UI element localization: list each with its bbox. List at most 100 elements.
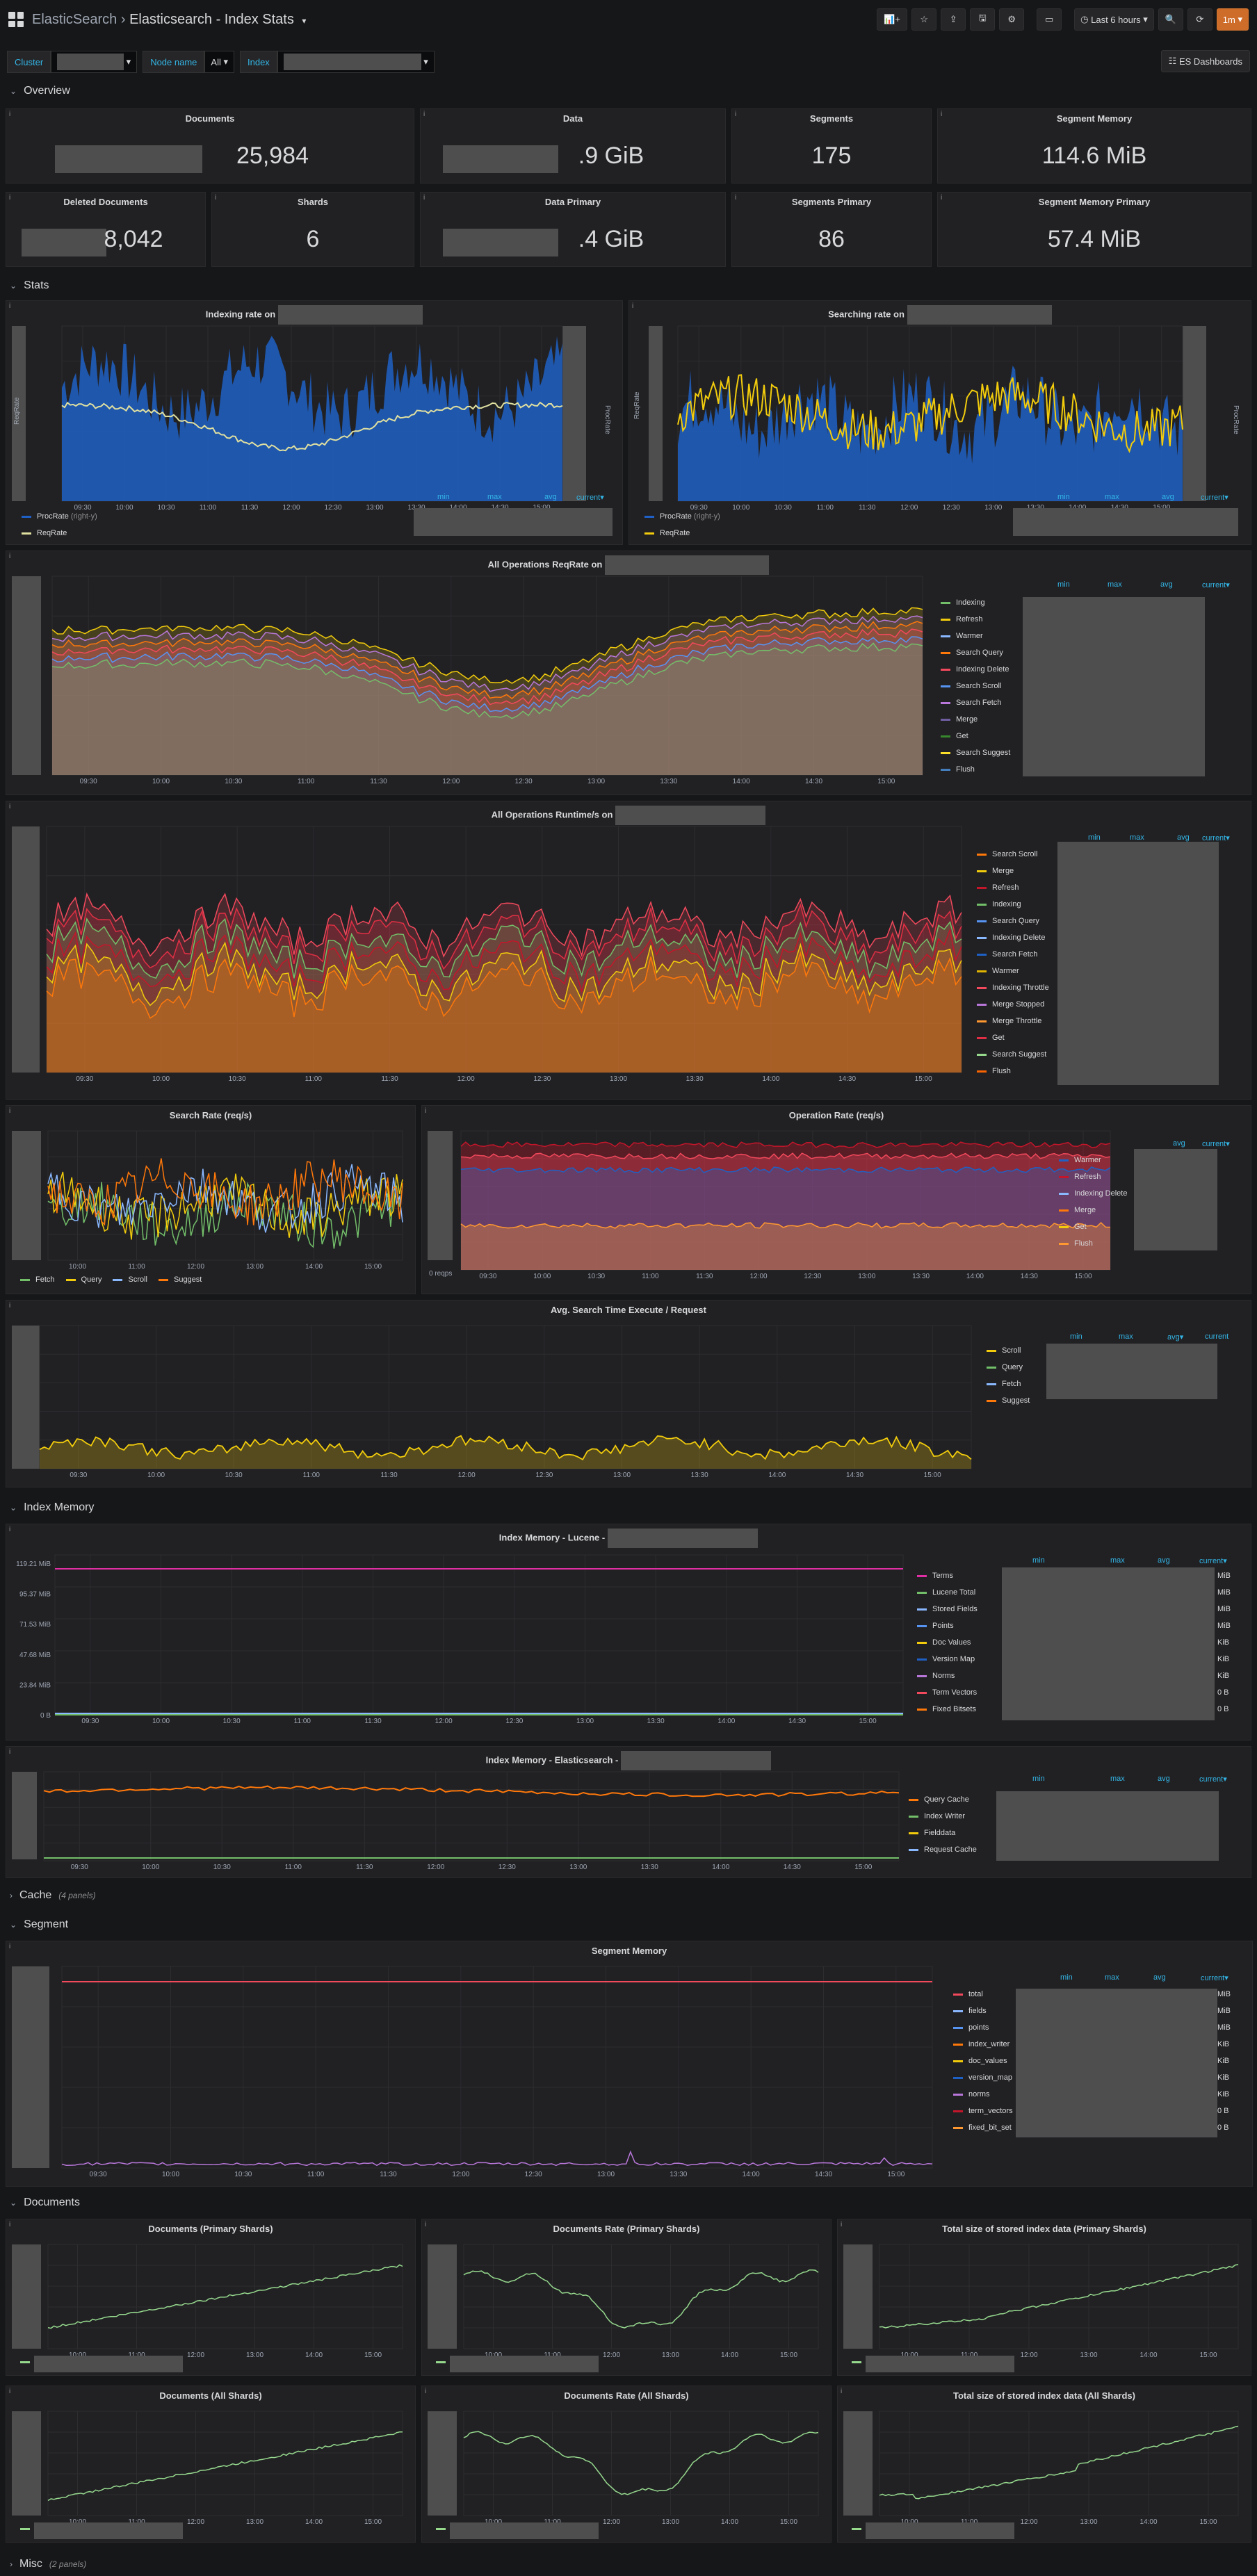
legend-item[interactable]: Query [987, 1359, 1030, 1376]
chart-all-operations-reqrate[interactable]: 09:30 10:00 10:30 11:00 11:30 12:00 12:30 13:00… [6, 551, 1252, 796]
tv-mode-icon[interactable]: ▭ [1037, 8, 1062, 31]
legend-col-max[interactable]: max [1110, 1556, 1125, 1565]
legend-col-avg[interactable]: avg [1173, 1139, 1185, 1148]
chart-searching-rate[interactable]: ReqRate ProcRate 09:30 10:00 10:30 11:00 11:… [629, 301, 1252, 546]
legend-col-max[interactable]: max [487, 493, 502, 501]
legend-item[interactable]: Merge Stopped [977, 996, 1049, 1013]
legend-col-min[interactable]: min [1032, 1556, 1045, 1565]
refresh-interval-picker[interactable]: 1m ▾ [1216, 8, 1249, 31]
legend-item[interactable]: Search Suggest [977, 1046, 1049, 1063]
legend-col-current[interactable]: current▾ [1201, 494, 1228, 502]
legend-item[interactable]: Flush [977, 1063, 1049, 1079]
legend-item[interactable]: Warmer [977, 963, 1049, 979]
legend-item[interactable]: Warmer [1059, 1152, 1127, 1168]
legend-item[interactable]: Lucene Total [917, 1584, 978, 1601]
legend-item[interactable]: Terms [917, 1567, 978, 1584]
legend-col-avg[interactable]: avg [1158, 1556, 1170, 1565]
share-icon[interactable]: ⇪ [941, 8, 966, 31]
legend-col-min[interactable]: min [1088, 833, 1101, 842]
legend-item[interactable]: Version Map [917, 1651, 978, 1668]
info-icon[interactable]: i [941, 111, 943, 118]
legend-item[interactable]: Points [917, 1617, 978, 1634]
legend-item[interactable]: ProcRate (right-y) [644, 508, 720, 525]
legend-col-min[interactable]: min [1070, 1332, 1082, 1341]
grafana-menu-icon[interactable] [8, 12, 24, 27]
legend-col-avg[interactable]: avg [1162, 493, 1174, 501]
legend-item[interactable]: Refresh [977, 879, 1049, 896]
legend-col-current[interactable]: current▾ [1199, 1775, 1227, 1784]
legend-item[interactable]: Get [1059, 1218, 1127, 1235]
legend-item[interactable]: points [953, 2019, 1013, 2036]
legend-item[interactable]: Merge Throttle [977, 1013, 1049, 1029]
info-icon[interactable]: i [9, 1302, 11, 1310]
legend-col-min[interactable]: min [1032, 1775, 1045, 1783]
legend-col-max[interactable]: max [1130, 833, 1144, 842]
legend-item[interactable]: Suggest [987, 1392, 1030, 1409]
chart-graph-size-primary[interactable]: 10:00 11:00 12:00 13:00 14:00 15:00 [838, 2219, 1252, 2377]
legend-item[interactable]: Fetch [987, 1376, 1030, 1392]
legend-col-current[interactable]: current▾ [1199, 1557, 1227, 1565]
legend-col-max[interactable]: max [1108, 580, 1122, 589]
legend-col-avg[interactable]: avg [1177, 833, 1190, 842]
row-cache[interactable]: › Cache (4 panels) [6, 1885, 1251, 1906]
info-icon[interactable]: i [9, 302, 11, 310]
chart-all-operations-runtime[interactable]: 09:30 10:00 10:30 11:00 11:30 12:00 12:30 13:00… [6, 801, 1252, 1100]
legend-item[interactable]: Query Cache [909, 1791, 977, 1808]
legend-item[interactable]: doc_values [953, 2053, 1013, 2069]
row-overview[interactable]: ⌄ Overview [6, 81, 1251, 101]
chart-index-memory-elasticsearch[interactable]: 09:30 10:00 10:30 11:00 11:30 12:00 12:30 13:00… [6, 1747, 1252, 1879]
info-icon[interactable]: i [425, 2388, 427, 2395]
info-icon[interactable]: i [9, 1526, 11, 1533]
legend-col-current[interactable]: current [1205, 1332, 1229, 1341]
info-icon[interactable]: i [9, 2221, 11, 2228]
info-icon[interactable]: i [9, 111, 11, 118]
legend-item[interactable]: ReqRate [644, 525, 720, 541]
chart-index-memory-lucene[interactable]: 119.21 MiB 95.37 MiB 71.53 MiB 47.68 MiB 23.… [6, 1524, 1252, 1741]
legend-item[interactable]: Norms [917, 1668, 978, 1684]
legend-col-current[interactable]: current▾ [576, 494, 604, 502]
legend-item[interactable]: Get [941, 728, 1010, 744]
legend-col-avg[interactable]: avg [1153, 1973, 1166, 1982]
legend-col-avg[interactable]: avg [1158, 1775, 1170, 1783]
legend-item[interactable]: Refresh [1059, 1168, 1127, 1185]
info-icon[interactable]: i [215, 194, 217, 202]
legend-item[interactable]: Indexing [941, 594, 1010, 611]
row-misc[interactable]: › Misc (2 panels) [6, 2554, 1251, 2575]
dashboard-title[interactable]: Elasticsearch - Index Stats [129, 11, 294, 27]
legend-item[interactable]: Indexing Delete [1059, 1185, 1127, 1202]
legend-item[interactable]: Scroll [987, 1342, 1030, 1359]
legend-item[interactable]: Scroll [113, 1275, 147, 1284]
info-icon[interactable]: i [941, 194, 943, 202]
row-documents[interactable]: ⌄ Documents [6, 2192, 1251, 2213]
legend-item[interactable]: total [953, 1986, 1013, 2003]
time-picker[interactable]: ◷ Last 6 hours ▾ [1074, 8, 1154, 31]
chart-graph-documents-rate-primary[interactable]: 10:00 11:00 12:00 13:00 14:00 15:00 [422, 2219, 832, 2377]
legend-col-max[interactable]: max [1110, 1775, 1125, 1783]
info-icon[interactable]: i [9, 1107, 11, 1115]
row-segment[interactable]: ⌄ Segment [6, 1914, 1251, 1935]
es-dashboards-link[interactable]: ☷ ES Dashboards [1160, 50, 1250, 72]
info-icon[interactable]: i [9, 1943, 11, 1950]
legend-item[interactable]: Suggest [159, 1275, 202, 1284]
chart-segment-memory[interactable]: 09:30 10:00 10:30 11:00 11:30 12:00 12:30 13:00… [6, 1941, 1252, 2186]
legend-item[interactable]: Search Query [977, 913, 1049, 929]
refresh-icon[interactable]: ⟳ [1187, 8, 1213, 31]
legend-item[interactable]: norms [953, 2086, 1013, 2103]
legend-item[interactable]: Get [977, 1029, 1049, 1046]
legend-item[interactable]: Search Suggest [941, 744, 1010, 761]
info-icon[interactable]: i [423, 194, 425, 202]
legend-col-current[interactable]: current▾ [1202, 834, 1230, 842]
row-index-memory[interactable]: ⌄ Index Memory [6, 1497, 1251, 1518]
info-icon[interactable]: i [425, 1107, 427, 1115]
legend-col-max[interactable]: max [1105, 1973, 1119, 1982]
legend-col-avg[interactable]: avg [544, 493, 557, 501]
legend-item[interactable]: Search Scroll [941, 678, 1010, 694]
add-panel-button[interactable]: 📊+ [877, 8, 908, 31]
info-icon[interactable]: i [841, 2388, 843, 2395]
legend-item[interactable]: Index Writer [909, 1808, 977, 1825]
legend-item[interactable]: Query [65, 1275, 102, 1284]
legend-col-min[interactable]: min [437, 493, 450, 501]
legend-col-avg[interactable]: avg▾ [1167, 1333, 1184, 1342]
info-icon[interactable]: i [841, 2221, 843, 2228]
legend-col-max[interactable]: max [1105, 493, 1119, 501]
